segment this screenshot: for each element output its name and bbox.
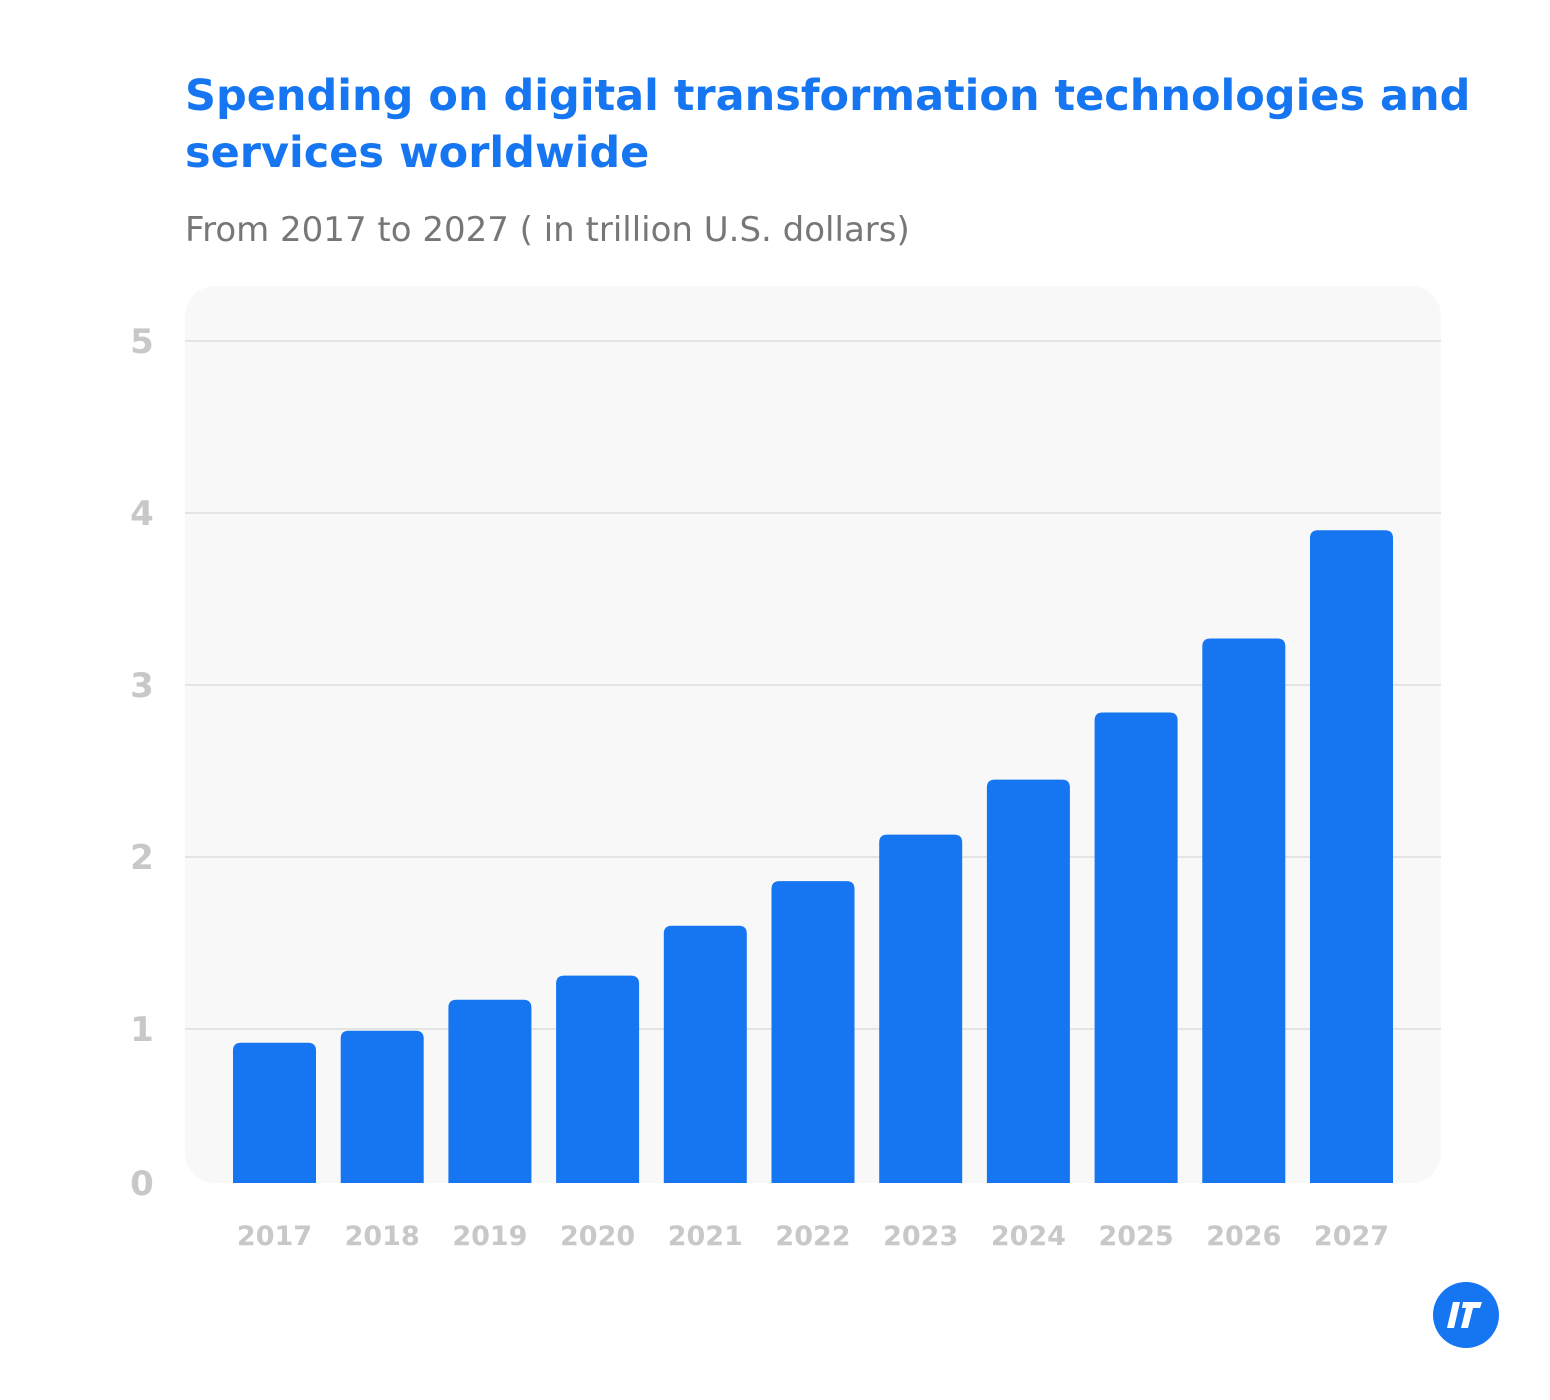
x-tick-label: 2018	[345, 1221, 420, 1252]
chart-subtitle: From 2017 to 2027 ( in trillion U.S. dol…	[185, 210, 910, 250]
x-tick-label: 2023	[883, 1221, 958, 1252]
y-tick-label: 4	[130, 494, 154, 534]
x-tick-label: 2022	[775, 1221, 850, 1252]
y-tick-label: 3	[130, 666, 154, 706]
bar-2023	[879, 834, 963, 1183]
x-tick-label: 2017	[237, 1221, 312, 1252]
bar-2025	[1094, 712, 1178, 1183]
x-tick-label: 2026	[1206, 1221, 1281, 1252]
logo	[1433, 1282, 1499, 1348]
x-tick-label: 2024	[991, 1221, 1066, 1252]
bar-2020	[556, 975, 640, 1183]
bar-2021	[663, 925, 747, 1183]
x-tick-label: 2021	[668, 1221, 743, 1252]
bar-2026	[1202, 638, 1286, 1183]
x-tick-label: 2020	[560, 1221, 635, 1252]
bar-2024	[986, 779, 1070, 1183]
x-tick-label: 2027	[1314, 1221, 1389, 1252]
bar-2018	[340, 1030, 424, 1183]
bar-2022	[771, 881, 855, 1183]
y-tick-label: 0	[130, 1164, 154, 1204]
x-tick-label: 2019	[452, 1221, 527, 1252]
y-tick-label: 5	[130, 322, 154, 362]
x-tick-label: 2025	[1099, 1221, 1174, 1252]
y-tick-label: 2	[130, 838, 154, 878]
bar-2019	[448, 999, 532, 1183]
y-tick-label: 1	[130, 1010, 154, 1050]
chart-title: Spending on digital transformation techn…	[185, 71, 1471, 178]
bar-2017	[233, 1042, 316, 1183]
bar-2027	[1310, 530, 1393, 1183]
